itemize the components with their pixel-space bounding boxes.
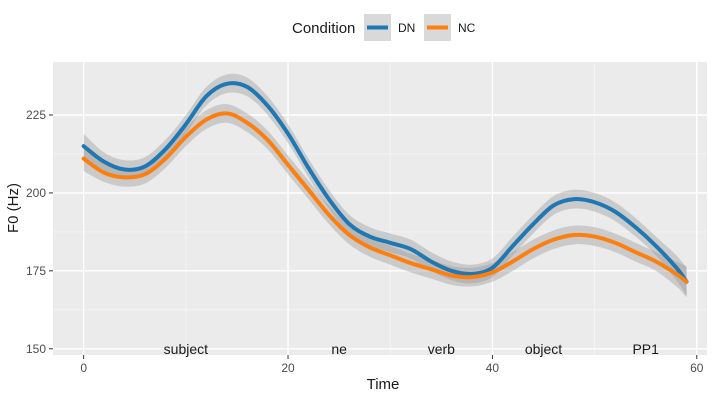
grid bbox=[53, 62, 707, 355]
series-line-dn bbox=[81, 81, 689, 284]
segment-label: PP1 bbox=[632, 341, 659, 357]
segment-label: object bbox=[525, 341, 562, 357]
x-tick-label: 20 bbox=[281, 361, 295, 375]
y-tick-label: 175 bbox=[26, 264, 46, 278]
series-line-nc bbox=[81, 111, 689, 284]
x-axis: 0 20 40 60 bbox=[80, 355, 704, 375]
series-lines bbox=[81, 81, 689, 284]
x-axis-title: Time bbox=[367, 376, 400, 393]
segment-label: verb bbox=[428, 341, 455, 357]
y-tick-label: 225 bbox=[26, 108, 46, 122]
legend: Condition DN NC bbox=[292, 14, 476, 41]
segment-label: ne bbox=[331, 341, 347, 357]
legend-label-dn: DN bbox=[398, 21, 415, 35]
segment-labels: subject ne verb object PP1 bbox=[164, 341, 659, 357]
y-tick-label: 150 bbox=[26, 342, 46, 356]
x-tick-label: 60 bbox=[690, 361, 704, 375]
segment-label: subject bbox=[164, 341, 208, 357]
legend-title: Condition bbox=[292, 20, 355, 37]
legend-label-nc: NC bbox=[458, 21, 476, 35]
x-tick-label: 0 bbox=[80, 361, 87, 375]
y-axis-title: F0 (Hz) bbox=[5, 183, 22, 233]
y-tick-label: 200 bbox=[26, 186, 46, 200]
plot-panel bbox=[53, 62, 707, 355]
x-tick-label: 40 bbox=[486, 361, 500, 375]
y-axis: 150 175 200 225 bbox=[26, 108, 53, 356]
